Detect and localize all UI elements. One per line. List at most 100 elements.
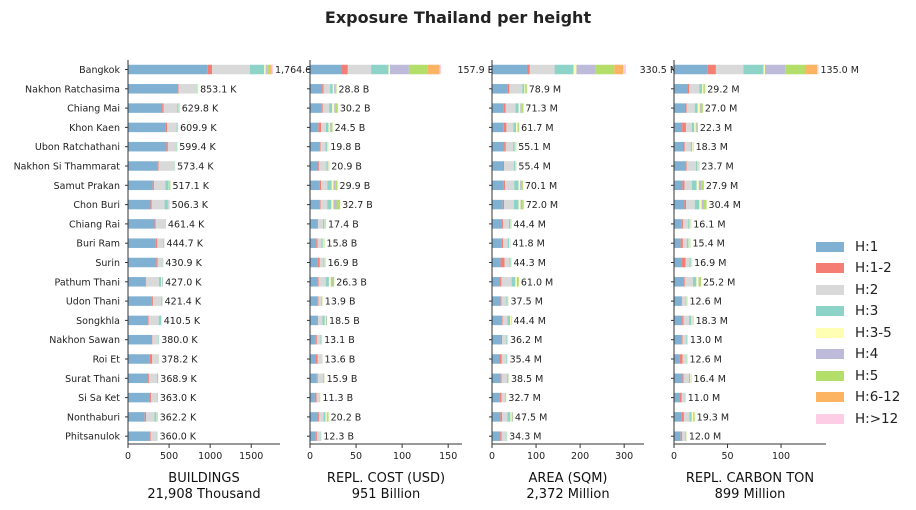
data-label: 34.3 M <box>509 432 541 443</box>
data-label: 30.2 B <box>340 104 371 115</box>
legend-label: H:2 <box>855 281 879 298</box>
bar-segment <box>501 315 503 326</box>
data-label: 360.0 K <box>160 432 197 443</box>
bar-segment <box>156 431 158 441</box>
bar-segment <box>684 141 691 152</box>
bar-segment <box>505 431 507 441</box>
bar-segment <box>325 122 329 133</box>
bar-segment <box>492 277 501 287</box>
data-label: 12.0 M <box>689 432 721 443</box>
data-label: 27.0 M <box>705 104 737 115</box>
bar-segment <box>623 64 626 75</box>
bar-segment <box>492 392 500 403</box>
bar-segment <box>144 412 147 422</box>
bar-segment <box>332 103 335 113</box>
bar-segment <box>707 64 716 75</box>
bar-segment <box>674 141 684 152</box>
bar-segment <box>347 64 372 75</box>
legend: H:1 H:1-2 H:2 H:3 H:3-5 H:4 H:5 H:6-12 H… <box>816 236 900 430</box>
data-label: 25.2 M <box>703 277 735 288</box>
data-label: 12.6 M <box>689 355 721 366</box>
bar-segment <box>695 161 698 171</box>
chart-title: Exposure Thailand per height <box>324 8 592 27</box>
bar-segment <box>503 180 505 191</box>
bar-segment <box>692 277 697 287</box>
bar-segment <box>165 122 168 133</box>
bar-segment <box>684 277 693 287</box>
legend-swatch <box>816 284 844 295</box>
data-label: 12.6 M <box>689 297 721 308</box>
bar-segment <box>156 412 158 422</box>
bar-segment <box>321 354 322 364</box>
bar-segment <box>128 257 157 268</box>
bar-segment <box>317 238 322 248</box>
bar-segment <box>310 412 318 422</box>
bar-segment <box>701 199 704 210</box>
data-label: 41.8 M <box>512 239 544 250</box>
legend-item: H:1 <box>816 236 900 258</box>
bar-segment <box>331 199 334 210</box>
bar-segment <box>492 141 505 152</box>
bar-segment <box>686 103 695 113</box>
bar-segment <box>506 354 507 364</box>
bar-segment <box>176 122 178 133</box>
bar-segment <box>573 64 577 75</box>
bar-segment <box>576 64 596 75</box>
bar-segment <box>321 180 328 191</box>
bar-segment <box>325 277 329 287</box>
data-label: 22.3 M <box>700 123 732 134</box>
bar-segment <box>167 141 176 152</box>
bar-segment <box>333 180 336 191</box>
bar-segment <box>689 257 691 268</box>
legend-item: H:3-5 <box>816 322 900 344</box>
bar-segment <box>681 257 686 268</box>
bar-segment <box>310 334 316 345</box>
bar-segment <box>318 412 324 422</box>
bar-segment <box>500 296 502 306</box>
data-label: 29.9 B <box>340 181 371 192</box>
bar-segment <box>207 64 213 75</box>
bar-segment <box>681 219 683 229</box>
x-axis-label: REPL. CARBON TON <box>686 471 814 486</box>
data-label: 427.0 K <box>165 277 202 288</box>
bar-segment <box>310 219 318 229</box>
bar-segment <box>526 64 530 75</box>
bar-segment <box>310 64 342 75</box>
bar-segment <box>320 334 322 345</box>
bar-segment <box>683 277 685 287</box>
bar-segment <box>682 354 686 364</box>
bar-segment <box>506 296 508 306</box>
bar-segment <box>150 392 157 403</box>
bar-segment <box>503 238 508 248</box>
x-tick-label: 100 <box>772 451 790 462</box>
bar-segment <box>699 277 701 287</box>
bar-segment <box>326 141 328 152</box>
bar-segment <box>492 315 502 326</box>
bar-segment <box>330 84 333 94</box>
bar-segment <box>390 64 409 75</box>
bar-segment <box>326 315 328 326</box>
data-label: 16.9 B <box>328 258 359 269</box>
bar-segment <box>319 199 321 210</box>
data-label: 61.0 M <box>521 277 553 288</box>
y-tick-label: Bangkok <box>79 65 120 76</box>
bar-segment <box>513 122 517 133</box>
bar-segment <box>680 431 682 441</box>
bar-segment <box>316 431 321 441</box>
bar-segment <box>516 122 518 133</box>
bar-segment <box>674 412 682 422</box>
bar-segment <box>146 412 155 422</box>
bar-segment <box>682 238 688 248</box>
bar-segment <box>817 64 819 75</box>
bar-segment <box>704 84 706 94</box>
legend-swatch <box>816 263 844 274</box>
bar-segment <box>330 277 333 287</box>
bar-segment <box>499 354 502 364</box>
bar-segment <box>336 199 341 210</box>
data-label: 27.9 M <box>706 181 738 192</box>
bar-segment <box>492 199 503 210</box>
bar-segment <box>128 180 153 191</box>
bar-segment <box>492 373 501 384</box>
bar-segment <box>688 219 690 229</box>
bar-segment <box>509 257 511 268</box>
